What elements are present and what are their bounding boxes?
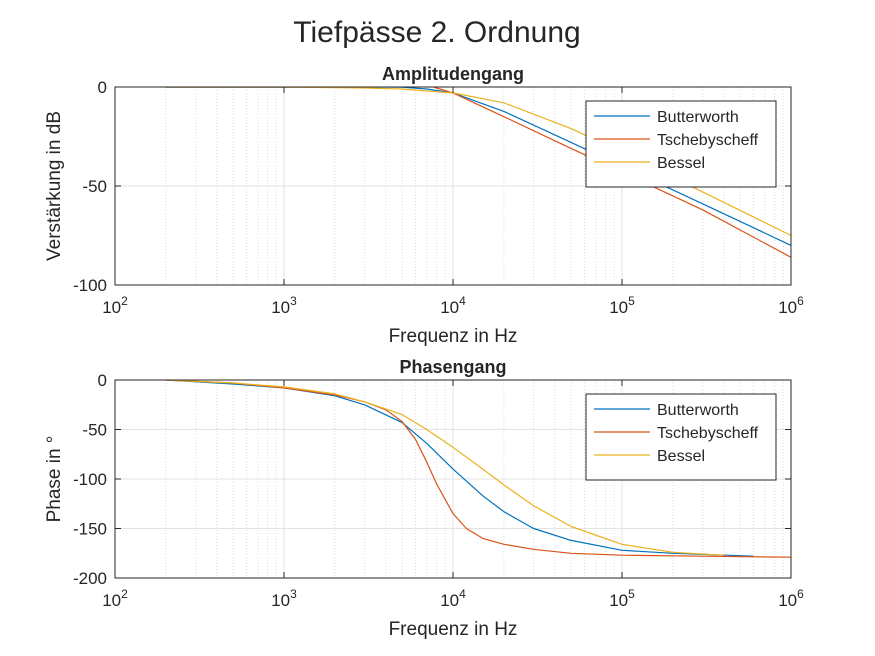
amplitude-x-tick-label-base: 10 [440,298,459,317]
phase-x-tick-label: 104 [440,587,466,610]
phase-chart-title: Phasengang [399,357,506,377]
phase-x-tick-label-base: 10 [609,591,628,610]
amplitude-legend-box [585,100,777,188]
phase-x-tick-label: 106 [778,587,804,610]
phase-legend-label: Butterworth [657,402,739,419]
phase-x-axis-label: Frequenz in Hz [389,619,518,640]
phase-x-tick-label: 103 [271,587,297,610]
amplitude-x-tick-label-base: 10 [778,298,797,317]
amplitude-x-tick-label-exponent: 6 [797,294,804,308]
phase-y-tick-label: 0 [98,371,107,390]
amplitude-tick-marks [114,86,792,286]
amplitude-y-tick-label: -50 [82,177,107,196]
phase-legend-label: Tschebyscheff [657,425,759,442]
amplitude-axes: 102 103 104 105 1060-50-100AmplitudengangFre… [44,64,804,347]
phase-x-tick-label-base: 10 [271,591,290,610]
phase-y-axis-label: Phase in ° [44,436,65,523]
phase-x-tick-label-exponent: 2 [121,587,128,601]
amplitude-x-tick-label-base: 10 [102,298,121,317]
amplitude-legend-label: Tschebyscheff [657,132,759,149]
phase-y-tick-label: -200 [73,569,107,588]
amplitude-x-tick-label: 106 [778,294,804,317]
phase-line-bessel [165,380,724,556]
amplitude-x-tick-label-exponent: 5 [628,294,635,308]
amplitude-y-tick-label: 0 [98,78,107,97]
phase-axes: 102 103 104 105 1060-50-100-150-200Phasengan… [44,357,804,640]
amplitude-legend-label: Bessel [657,155,705,172]
amplitude-y-tick-label: -100 [73,276,107,295]
phase-tick-marks [114,379,792,579]
phase-x-tick-label-exponent: 3 [290,587,297,601]
phase-x-tick-label-exponent: 6 [797,587,804,601]
amplitude-x-tick-label: 103 [271,294,297,317]
phase-x-tick-label-exponent: 5 [628,587,635,601]
phase-line-tschebyscheff [165,380,791,558]
amplitude-x-axis-label: Frequenz in Hz [389,326,518,347]
phase-x-tick-label-base: 10 [778,591,797,610]
amplitude-legend: Butterworth Tschebyscheff Bessel [585,100,777,188]
phase-y-tick-label: -50 [82,421,107,440]
phase-x-tick-label: 105 [609,587,635,610]
phase-legend-box [585,393,777,481]
phase-legend: Butterworth Tschebyscheff Bessel [585,393,777,481]
phase-series-group [165,380,791,558]
amplitude-x-tick-label-base: 10 [271,298,290,317]
figure-title: Tiefpässe 2. Ordnung [293,16,580,49]
amplitude-x-tick-label-exponent: 3 [290,294,297,308]
amplitude-y-axis-label: Verstärkung in dB [44,111,65,261]
amplitude-x-tick-label: 104 [440,294,466,317]
amplitude-x-tick-label-exponent: 4 [459,294,466,308]
phase-x-tick-label: 102 [102,587,128,610]
phase-y-tick-label: -150 [73,520,107,539]
amplitude-legend-label: Butterworth [657,109,739,126]
amplitude-x-tick-label: 102 [102,294,128,317]
amplitude-chart-title: Amplitudengang [382,64,524,84]
phase-y-tick-label: -100 [73,470,107,489]
amplitude-x-tick-label: 105 [609,294,635,317]
phase-x-tick-label-base: 10 [440,591,459,610]
amplitude-x-tick-label-exponent: 2 [121,294,128,308]
amplitude-x-tick-label-base: 10 [609,298,628,317]
phase-legend-label: Bessel [657,448,705,465]
phase-x-tick-label-base: 10 [102,591,121,610]
phase-x-tick-label-exponent: 4 [459,587,466,601]
